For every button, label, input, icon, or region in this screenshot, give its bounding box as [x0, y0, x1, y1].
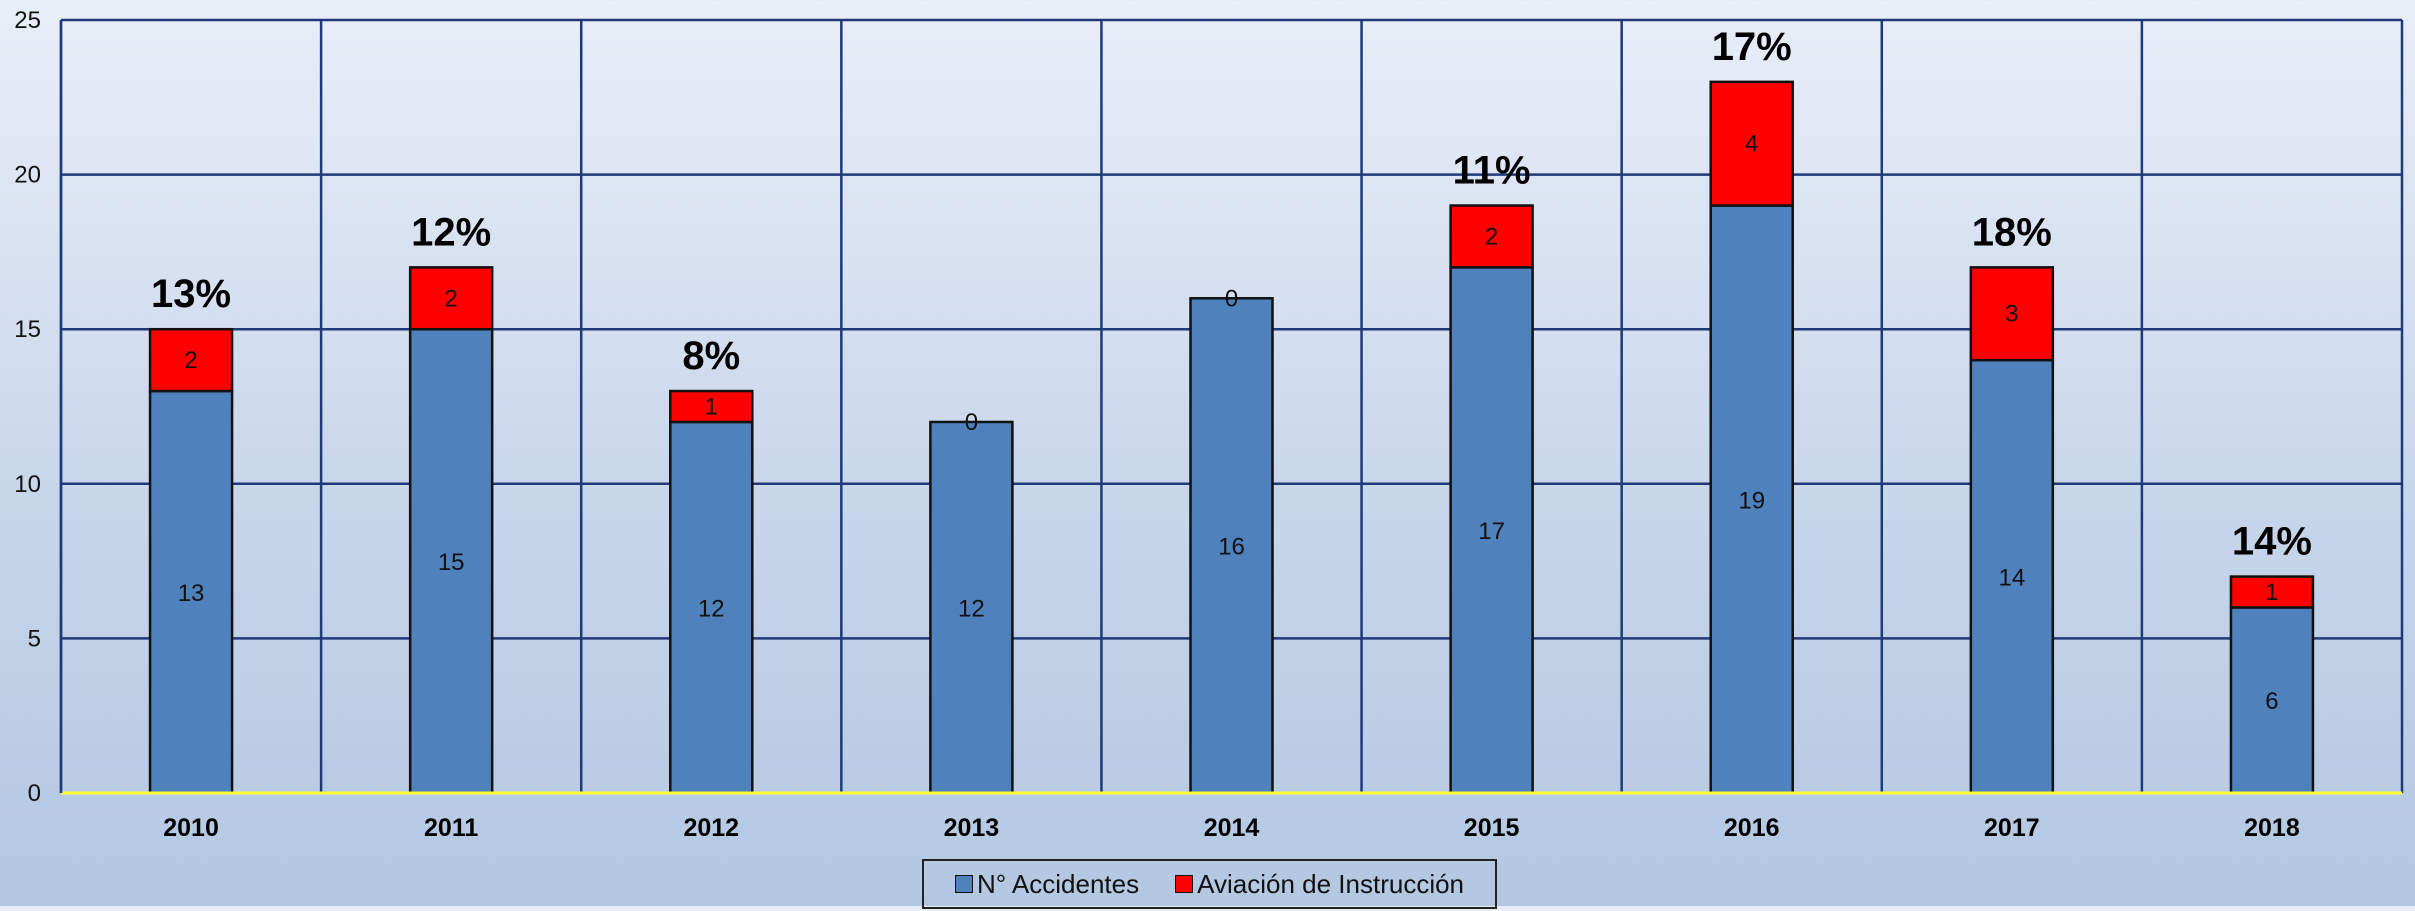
percentage-label: 13% — [151, 272, 231, 316]
percentage-label: 17% — [1712, 25, 1792, 69]
data-label-instruccion: 3 — [2005, 301, 2018, 328]
x-tick-label: 2018 — [2244, 814, 2300, 842]
legend-item-accidentes: N° Accidentes — [954, 868, 1140, 900]
data-label-accidentes: 17 — [1478, 518, 1505, 545]
data-label-instruccion: 0 — [965, 409, 978, 436]
x-tick-label: 2017 — [1984, 814, 2040, 842]
percentage-label: 18% — [1972, 210, 2052, 254]
data-label-instruccion: 4 — [1745, 131, 1758, 158]
y-tick-label: 10 — [14, 471, 41, 498]
percentage-label: 11% — [1453, 149, 1531, 193]
data-label-accidentes: 6 — [2265, 688, 2278, 715]
bar-instruccion — [669, 389, 754, 424]
legend-swatch-instruccion — [1175, 875, 1194, 893]
bar-instruccion — [408, 266, 494, 331]
bar-accidentes — [1969, 358, 2055, 795]
bar-accidentes — [1449, 266, 1534, 795]
percentage-label: 14% — [2232, 520, 2312, 564]
data-label-instruccion: 0 — [1225, 285, 1238, 312]
bar-accidentes — [408, 327, 494, 795]
legend-label-accidentes: N° Accidentes — [976, 868, 1140, 899]
data-label-accidentes: 16 — [1218, 534, 1245, 561]
data-label-instruccion: 2 — [184, 347, 197, 374]
data-label-instruccion: 1 — [705, 394, 718, 421]
data-label-accidentes: 13 — [178, 580, 205, 607]
percentage-label: 8% — [682, 334, 740, 378]
data-label-accidentes: 12 — [698, 595, 725, 622]
data-label-instruccion: 2 — [1485, 223, 1498, 250]
data-label-accidentes: 19 — [1738, 487, 1765, 514]
data-label-accidentes: 15 — [438, 549, 465, 576]
bar-accidentes — [1189, 297, 1274, 795]
bar-instruccion — [1449, 204, 1534, 269]
x-tick-label: 2014 — [1204, 814, 1260, 842]
y-tick-label: 0 — [28, 780, 41, 807]
legend-label-instruccion: Aviación de Instrucción — [1197, 868, 1465, 899]
y-tick-label: 15 — [14, 316, 41, 343]
bar-instruccion — [1969, 266, 2055, 362]
chart-legend: N° Accidentes Aviación de Instrucción — [922, 859, 1497, 909]
x-tick-label: 2011 — [424, 814, 478, 842]
y-tick-label: 25 — [14, 7, 41, 34]
bar-accidentes — [148, 389, 234, 795]
x-tick-label: 2015 — [1464, 814, 1520, 842]
legend-swatch-accidentes — [954, 875, 973, 893]
x-tick-label: 2013 — [944, 814, 1000, 842]
x-tick-label: 2016 — [1724, 814, 1780, 842]
bar-accidentes — [1709, 204, 1794, 795]
bar-instruccion — [2229, 575, 2315, 609]
bar-instruccion — [148, 327, 234, 393]
data-label-instruccion: 2 — [444, 285, 457, 312]
data-label-accidentes: 12 — [958, 595, 985, 622]
bar-accidentes — [2229, 606, 2315, 795]
percentage-label: 12% — [411, 210, 491, 254]
y-tick-label: 5 — [28, 625, 41, 652]
data-label-accidentes: 14 — [1998, 565, 2025, 592]
data-label-instruccion: 1 — [2265, 579, 2278, 606]
bar-instruccion — [1709, 80, 1794, 207]
legend-item-instruccion: Aviación de Instrucción — [1175, 869, 1464, 900]
x-tick-label: 2012 — [683, 814, 739, 842]
y-tick-label: 20 — [14, 162, 41, 189]
x-tick-label: 2010 — [163, 814, 219, 842]
